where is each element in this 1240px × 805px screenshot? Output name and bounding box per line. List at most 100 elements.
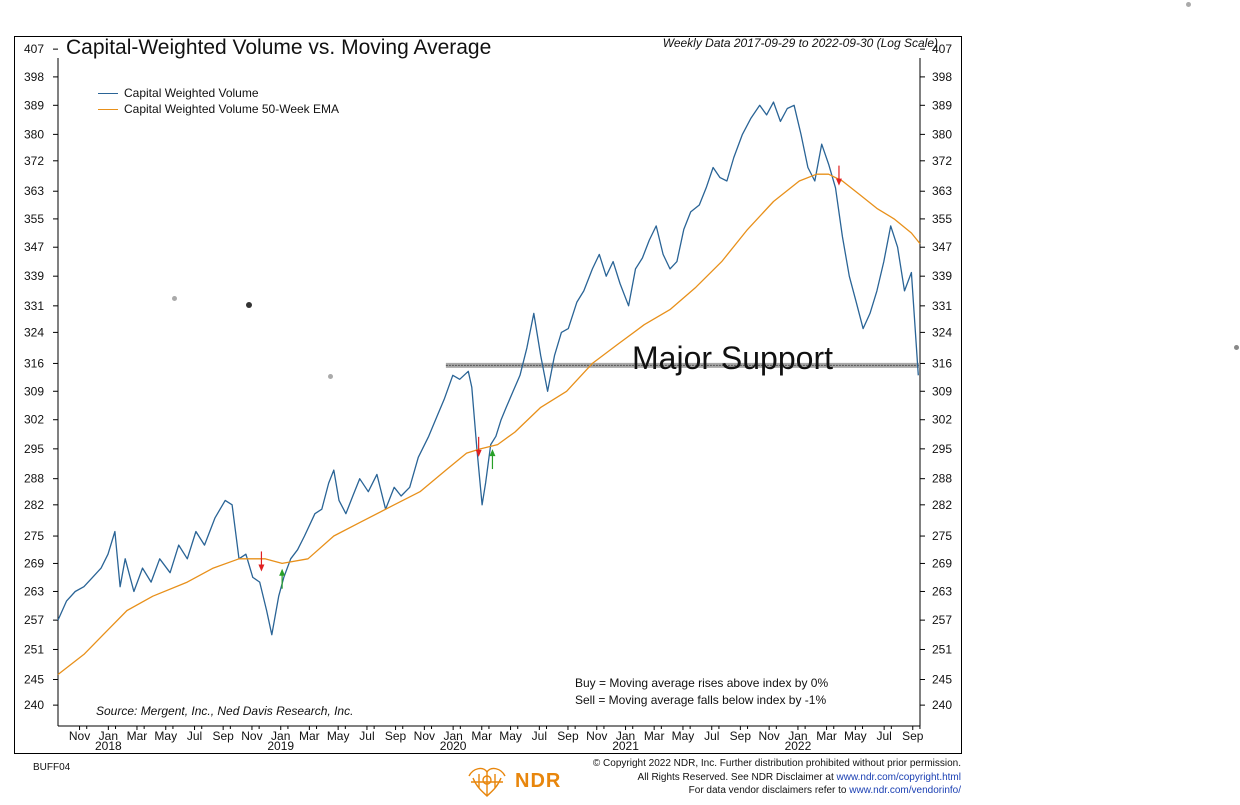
legend: Capital Weighted Volume Capital Weighted… — [98, 85, 339, 117]
y-tick-label-right: 347 — [932, 240, 952, 254]
y-tick-label-right: 302 — [932, 413, 952, 427]
sell-arrow-head — [475, 449, 482, 457]
y-tick-label-right: 339 — [932, 269, 952, 283]
scan-speck — [246, 302, 252, 308]
y-tick-label-left: 240 — [24, 698, 44, 712]
x-month-label: Sep — [557, 729, 579, 743]
chart-frame — [14, 36, 962, 754]
sell-signal-arrow — [835, 165, 842, 186]
x-month-label: Jan — [271, 729, 290, 743]
y-tick-label-left: 275 — [24, 529, 44, 543]
vendorinfo-link[interactable]: www.ndr.com/vendorinfo/ — [849, 785, 961, 796]
x-month-label: Mar — [299, 729, 320, 743]
sell-signal-arrow — [258, 551, 265, 572]
x-month-label: Nov — [758, 729, 779, 743]
x-month-label: Jan — [443, 729, 462, 743]
y-tick-label-right: 398 — [932, 70, 952, 84]
buy-signal-arrow — [279, 568, 286, 589]
copyright-line-3-text: For data vendor disclaimers refer to — [688, 785, 850, 796]
ndr-brand-text: NDR — [515, 769, 562, 792]
scan-speck — [328, 374, 333, 379]
y-tick-label-right: 380 — [932, 127, 952, 141]
y-tick-label-right: 324 — [932, 325, 952, 339]
x-month-label: Nov — [241, 729, 262, 743]
copyright-notice: © Copyright 2022 NDR, Inc. Further distr… — [593, 757, 961, 798]
sell-arrow-head — [835, 178, 842, 186]
y-tick-label-right: 331 — [932, 299, 952, 313]
x-month-label: Sep — [385, 729, 407, 743]
x-month-label: May — [154, 729, 177, 743]
x-month-label: Jul — [704, 729, 719, 743]
x-month-label: Jul — [187, 729, 202, 743]
y-tick-label-left: 302 — [24, 413, 44, 427]
x-month-label: Mar — [471, 729, 492, 743]
x-month-label: Jan — [99, 729, 118, 743]
y-tick-label-right: 372 — [932, 154, 952, 168]
y-tick-label-right: 355 — [932, 212, 952, 226]
x-month-label: May — [327, 729, 350, 743]
buy-rule: Buy = Moving average rises above index b… — [575, 676, 829, 690]
chart-code: BUFF04 — [33, 762, 71, 773]
scan-speck — [172, 296, 177, 301]
buy-arrow-head — [489, 449, 496, 457]
y-tick-label-right: 282 — [932, 498, 952, 512]
chart-subtitle: Weekly Data 2017-09-29 to 2022-09-30 (Lo… — [662, 36, 938, 50]
legend-item-volume: Capital Weighted Volume — [98, 85, 339, 101]
y-tick-label-left: 380 — [24, 127, 44, 141]
y-tick-label-left: 347 — [24, 240, 44, 254]
x-month-label: Nov — [69, 729, 90, 743]
buy-arrow-head — [279, 568, 286, 576]
y-tick-label-right: 389 — [932, 98, 952, 112]
y-tick-label-left: 245 — [24, 673, 44, 687]
legend-label-volume: Capital Weighted Volume — [124, 86, 259, 100]
x-year-label: 2020 — [440, 739, 467, 753]
sell-rule: Sell = Moving average falls below index … — [575, 693, 827, 707]
x-month-label: Jul — [532, 729, 547, 743]
sell-arrow-head — [258, 564, 265, 572]
y-tick-label-right: 288 — [932, 472, 952, 486]
x-year-label: 2021 — [612, 739, 639, 753]
ndr-logo: NDR — [465, 762, 561, 800]
x-month-label: Jul — [876, 729, 891, 743]
legend-label-ema: Capital Weighted Volume 50-Week EMA — [124, 102, 339, 116]
x-month-label: Sep — [730, 729, 752, 743]
y-tick-label-left: 263 — [24, 584, 44, 598]
x-year-label: 2022 — [785, 739, 812, 753]
y-tick-label-left: 331 — [24, 299, 44, 313]
major-support-label: Major Support — [632, 340, 833, 376]
legend-swatch-ema — [98, 108, 118, 110]
source-note: Source: Mergent, Inc., Ned Davis Researc… — [96, 704, 354, 718]
y-tick-label-right: 245 — [932, 673, 952, 687]
bull-bear-logo-icon — [468, 767, 506, 797]
scan-speck — [1234, 345, 1239, 350]
y-tick-label-right: 363 — [932, 184, 952, 198]
x-month-label: Mar — [816, 729, 837, 743]
y-tick-label-left: 316 — [24, 356, 44, 370]
x-month-label: Sep — [212, 729, 234, 743]
y-tick-label-left: 269 — [24, 556, 44, 570]
y-tick-label-right: 295 — [932, 442, 952, 456]
y-tick-label-left: 355 — [24, 212, 44, 226]
x-month-label: Mar — [127, 729, 148, 743]
copyright-line-1: © Copyright 2022 NDR, Inc. Further distr… — [592, 758, 961, 769]
x-month-label: Nov — [414, 729, 435, 743]
y-tick-label-right: 263 — [932, 584, 952, 598]
x-year-label: 2019 — [267, 739, 294, 753]
sell-signal-arrow — [475, 436, 482, 457]
copyright-link[interactable]: www.ndr.com/copyright.html — [836, 771, 962, 783]
x-month-label: May — [672, 729, 695, 743]
scan-speck — [1186, 2, 1191, 7]
legend-swatch-volume — [98, 92, 118, 94]
copyright-line-2: All Rights Reserved. See NDR Disclaimer … — [593, 771, 961, 785]
chart-title: Capital-Weighted Volume vs. Moving Avera… — [66, 36, 492, 59]
y-tick-label-right: 309 — [932, 384, 952, 398]
y-tick-label-left: 372 — [24, 154, 44, 168]
x-month-label: Mar — [644, 729, 665, 743]
signal-rules: Buy = Moving average rises above index b… — [575, 675, 828, 709]
x-month-label: May — [844, 729, 867, 743]
y-tick-label-right: 275 — [932, 529, 952, 543]
y-tick-label-left: 339 — [24, 269, 44, 283]
y-tick-label-left: 295 — [24, 442, 44, 456]
x-month-label: May — [499, 729, 522, 743]
